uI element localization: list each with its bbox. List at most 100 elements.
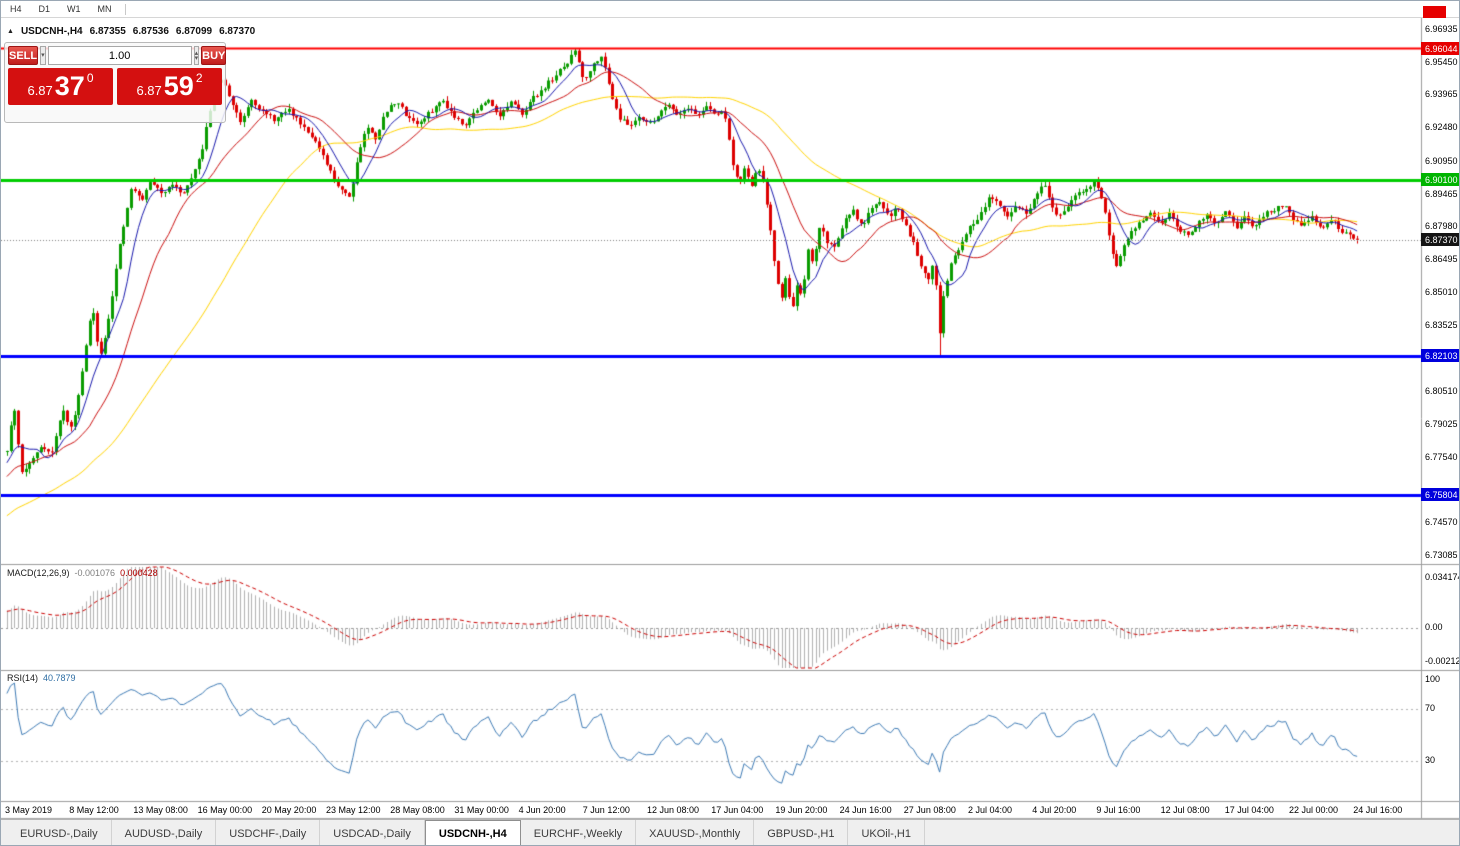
rsi-axis-label: 100 [1425,674,1441,684]
chart-ohlc-header: ▲ USDCNH-,H4 6.87355 6.87536 6.87099 6.8… [7,26,255,37]
price-axis-label: 6.96935 [1425,23,1458,34]
chevron-down-icon: ▾ [41,52,45,59]
buy-price-base: 6.87 [136,83,162,98]
sell-price-button[interactable]: 6.87 37 0 [8,68,113,105]
sell-button[interactable]: SELL [8,46,39,65]
price-axis-label: 6.77540 [1425,451,1458,462]
price-axis[interactable]: 6.96935 6.95450 6.93965 6.92480 6.90950 6.894… [1421,18,1459,819]
collapse-icon[interactable]: ▲ [7,28,14,35]
volume-stepper[interactable]: ▴ ▾ [193,46,200,65]
price-axis-label: 6.89465 [1425,188,1458,199]
stepper-up-icon: ▴ [194,49,199,57]
price-axis-label: 6.74570 [1425,517,1458,528]
price-level-badge: 6.82103 [1421,349,1459,363]
time-axis-label: 4 Jun 20:00 [518,805,566,815]
price-axis-label: 6.73085 [1425,549,1458,560]
time-axis-label: 24 Jun 16:00 [839,805,892,815]
time-axis-label: 20 May 20:00 [261,805,317,815]
time-axis-label: 16 May 00:00 [197,805,253,815]
timeframe-h4-button[interactable]: H4 [10,4,22,14]
chart-tab-audusd-daily[interactable]: AUDUSD-,Daily [112,820,217,845]
buy-price-button[interactable]: 6.87 59 2 [117,68,222,105]
time-axis-label: 9 Jul 16:00 [1096,805,1141,815]
symbol-period-label: USDCNH-,H4 [20,26,83,37]
time-axis-label: 12 Jul 08:00 [1160,805,1210,815]
volume-dropdown-button[interactable]: ▾ [40,46,46,65]
rsi-axis-label: 30 [1425,755,1436,765]
chart-tab-gbpusd-h1[interactable]: GBPUSD-,H1 [754,820,849,845]
timeframe-mn-button[interactable]: MN [97,4,112,14]
time-axis-label: 17 Jul 04:00 [1224,805,1274,815]
price-axis-label: 6.80510 [1425,386,1458,397]
ohlc-close: 6.87370 [219,26,256,37]
chart-tab-ukoil-h1[interactable]: UKOil-,H1 [848,820,925,845]
price-axis-label: 6.92480 [1425,122,1458,133]
chart-tab-usdcnh-h4[interactable]: USDCNH-,H4 [424,820,521,845]
price-axis-label: 6.95450 [1425,56,1458,67]
price-axis-label: 6.85010 [1425,286,1458,297]
price-level-badge: 6.96044 [1421,41,1459,55]
macd-signal-value: 0.000428 [120,568,158,578]
price-axis-label: 6.86495 [1425,254,1458,265]
time-axis-label: 17 Jun 04:00 [711,805,764,815]
macd-value: -0.001076 [74,568,116,578]
chart-tab-eurusd-daily[interactable]: EURUSD-,Daily [7,820,112,845]
sell-price-sup: 0 [86,71,94,85]
price-axis-label: 6.93965 [1425,89,1458,100]
rsi-title: RSI(14) [7,673,39,683]
time-axis-label: 31 May 00:00 [454,805,509,815]
stepper-down-icon: ▾ [194,54,199,62]
rsi-axis-label: 70 [1425,703,1436,713]
timeframe-d1-button[interactable]: D1 [38,4,51,14]
ohlc-open: 6.87355 [89,26,126,37]
time-axis-label: 8 May 12:00 [69,805,119,815]
chart-tab-usdchf-daily[interactable]: USDCHF-,Daily [216,820,321,845]
time-axis-label: 12 Jun 08:00 [647,805,700,815]
ohlc-low: 6.87099 [175,26,213,37]
macd-header: MACD(12,26,9) -0.001076 0.000428 [7,568,158,578]
chart-tab-xauusd-monthly[interactable]: XAUUSD-,Monthly [636,820,755,845]
one-click-trading-panel: SELL ▾ ▴ ▾ BUY 6.87 37 0 6.87 59 2 [4,42,227,123]
time-axis[interactable]: 3 May 2019 8 May 12:00 13 May 08:00 16 May … [1,802,1421,818]
price-axis-label: 6.87980 [1425,221,1458,232]
macd-axis-label: 0.034174 [1425,572,1460,582]
price-level-badge: 6.90100 [1421,173,1459,187]
price-axis-label: 6.83525 [1425,319,1458,330]
chart-tab-eurchf-weekly[interactable]: EURCHF-,Weekly [521,820,637,845]
time-axis-label: 28 May 08:00 [390,805,445,815]
price-axis-label: 6.90950 [1425,155,1458,166]
time-axis-label: 27 Jun 08:00 [903,805,956,815]
chart-tab-usdcad-daily[interactable]: USDCAD-,Daily [320,820,425,845]
time-axis-label: 3 May 2019 [5,805,53,815]
time-axis-label: 13 May 08:00 [133,805,188,815]
time-axis-label: 7 Jun 12:00 [582,805,630,815]
sell-price-base: 6.87 [27,83,53,98]
buy-price-sup: 2 [195,71,203,85]
rsi-header: RSI(14) 40.7879 [7,673,76,683]
price-level-badge: 6.75804 [1421,488,1459,502]
time-axis-label: 19 Jun 20:00 [775,805,828,815]
buy-price-big: 59 [163,71,194,101]
buy-button[interactable]: BUY [201,46,227,65]
macd-axis-label: 0.00 [1425,622,1443,632]
ohlc-high: 6.87536 [132,26,169,37]
sell-price-big: 37 [54,71,85,101]
macd-axis-label: -0.0021296 [1425,656,1459,666]
price-axis-label: 6.79025 [1425,418,1458,429]
rsi-value: 40.7879 [43,673,76,683]
timeframe-group: H4 D1 W1 MN [1,3,120,15]
time-axis-label: 2 Jul 04:00 [968,805,1013,815]
toolbar-separator [124,3,126,15]
macd-title: MACD(12,26,9) [7,568,70,578]
price-level-badge: 6.87370 [1421,233,1459,247]
time-axis-label: 22 Jul 00:00 [1289,805,1339,815]
time-axis-label: 24 Jul 16:00 [1353,805,1403,815]
timeframe-toolbar: H4 D1 W1 MN [1,1,1459,18]
time-axis-label: 23 May 12:00 [326,805,381,815]
timeframe-w1-button[interactable]: W1 [67,4,81,14]
alert-indicator[interactable] [1423,6,1446,18]
volume-input[interactable] [47,46,192,65]
chart-tab-bar: EURUSD-,Daily AUDUSD-,Daily USDCHF-,Daily U… [1,819,1459,845]
